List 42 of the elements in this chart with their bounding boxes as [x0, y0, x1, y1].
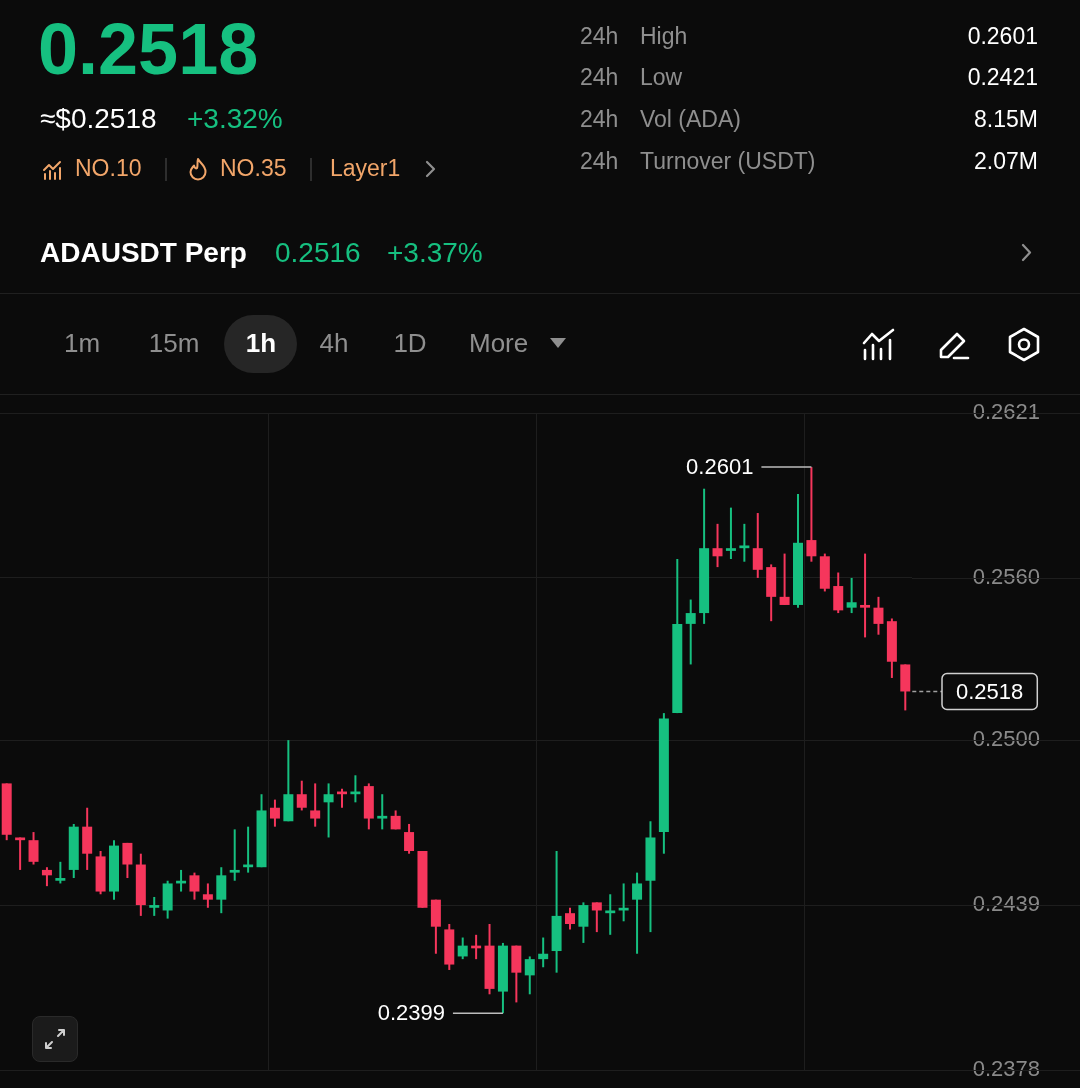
text: 24h: [580, 64, 619, 92]
annotation: 0.2399: [377, 1000, 445, 1026]
text: +3.32%: [187, 102, 283, 136]
text: Layer1: [330, 155, 401, 183]
text: 0.2516: [275, 236, 361, 270]
text: Turnover (USDT): [640, 148, 816, 176]
text: 15m: [148, 328, 200, 360]
candlestick: [725, 507, 736, 559]
y-tick-label: 0.2378: [972, 1056, 1040, 1082]
chart-title: 0.2518: [38, 8, 259, 91]
candlestick: [860, 553, 871, 638]
candlestick: [229, 829, 240, 881]
text: 0.2421: [967, 64, 1038, 92]
text: 2.07M: [974, 148, 1038, 176]
text: 24h: [580, 23, 619, 51]
text: NO.35: [220, 155, 287, 183]
text: ≈$0.2518: [40, 102, 157, 136]
text: Vol (ADA): [640, 106, 741, 134]
text: 24h: [580, 148, 619, 176]
text: High: [640, 23, 688, 51]
text: 0.2601: [967, 23, 1038, 51]
text: 1D: [393, 328, 427, 360]
text: 4h: [319, 328, 349, 360]
y-tick-label: 0.2500: [972, 726, 1040, 752]
text: 1m: [63, 328, 101, 360]
text: +3.37%: [387, 236, 483, 270]
annotation: 0.2601: [686, 454, 754, 480]
y-tick-label: 0.2621: [972, 399, 1040, 425]
text: NO.10: [75, 155, 142, 183]
text: Low: [640, 64, 683, 92]
text: More: [469, 328, 529, 360]
ref-line-label: 0.2518: [956, 678, 1024, 704]
y-tick-label: 0.2439: [972, 891, 1040, 917]
y-tick-label: 0.2560: [972, 563, 1040, 589]
candlestick: [605, 894, 616, 935]
text: ADAUSDT Perp: [40, 236, 247, 270]
text: 8.15M: [974, 106, 1038, 134]
text: 24h: [580, 106, 619, 134]
candlestick: [377, 794, 388, 830]
candlestick: [15, 837, 26, 870]
candlestick: [739, 523, 750, 562]
text: 1h: [245, 328, 277, 360]
